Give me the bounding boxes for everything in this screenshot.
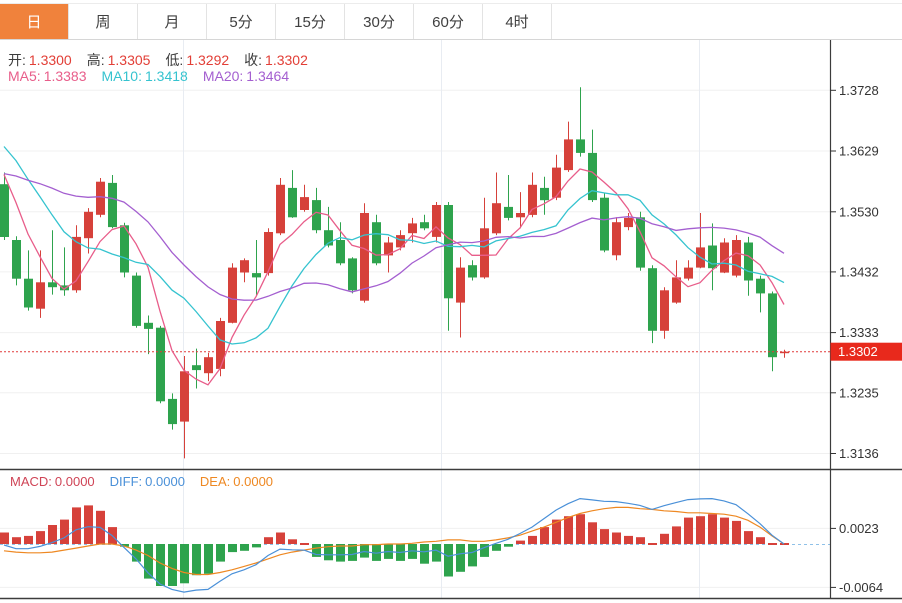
- chart-frame: [0, 40, 902, 600]
- macd-macd-value: 0.0000: [54, 474, 95, 489]
- macd-diff-label: DIFF:: [109, 474, 143, 489]
- ma-ma5-value: 1.3383: [43, 68, 87, 84]
- macd-diff-value: 0.0000: [145, 474, 185, 489]
- candles-layer: [0, 87, 789, 459]
- current-price-badge: 1.3302: [830, 342, 902, 361]
- ma-ma20-value: 1.3464: [246, 68, 290, 84]
- ohlc-low-label: 低:: [165, 52, 184, 68]
- dea-line: [3, 506, 785, 576]
- ohlc-low: 低: 1.3292: [165, 52, 229, 68]
- interval-tab-m60[interactable]: 60分: [414, 4, 483, 39]
- ohlc-open-label: 开:: [8, 52, 26, 68]
- ma-legend: MA5: 1.3383 MA10: 1.3418 MA20: 1.3464: [8, 68, 304, 84]
- ohlc-close: 收: 1.3302: [244, 52, 308, 68]
- ma-ma20: MA20: 1.3464: [203, 68, 289, 84]
- price-tick-label: 1.3728: [839, 83, 879, 98]
- interval-tab-h4[interactable]: 4时: [483, 4, 552, 39]
- ma-ma10: MA10: 1.3418: [102, 68, 188, 84]
- ohlc-legend: 开: 1.3300 高: 1.3305 低: 1.3292 收: 1.3302: [8, 50, 323, 70]
- ma10-line: [3, 146, 785, 345]
- ohlc-high: 高: 1.3305: [87, 52, 151, 68]
- price-tick-label: 1.3136: [839, 446, 879, 461]
- macd-tick-label: 0.0023: [839, 521, 879, 536]
- interval-tabbar: 日周月 5分 15分 30分 60分 4时: [0, 3, 902, 40]
- ma-ma10-label: MA10:: [101, 68, 142, 84]
- ma-lines-layer: [3, 146, 785, 386]
- ma-ma20-label: MA20:: [202, 68, 244, 84]
- current-price-label: 1.3302: [838, 344, 878, 359]
- price-tick-label: 1.3629: [839, 144, 879, 159]
- ohlc-close-value: 1.3302: [265, 52, 308, 68]
- ohlc-high-value: 1.3305: [107, 52, 151, 68]
- price-tick-label: 1.3530: [839, 204, 879, 219]
- macd-histogram-layer: [0, 505, 789, 586]
- ma5-line: [3, 168, 785, 386]
- interval-tab-day[interactable]: 日: [0, 4, 69, 39]
- ohlc-open: 开: 1.3300: [8, 52, 72, 68]
- ohlc-high-label: 高:: [86, 52, 105, 68]
- macd-dea: DEA: 0.0000: [200, 474, 273, 489]
- macd-tick-label: -0.0064: [839, 580, 883, 595]
- price-tick-label: 1.3235: [839, 385, 879, 400]
- macd-diff: DIFF: 0.0000: [110, 474, 185, 489]
- gridlines: [0, 40, 830, 598]
- interval-tab-m5[interactable]: 5分: [207, 4, 276, 39]
- interval-tab-month[interactable]: 月: [138, 4, 207, 39]
- macd-macd: MACD: 0.0000: [10, 474, 95, 489]
- macd-macd-label: MACD:: [10, 474, 52, 489]
- ohlc-open-value: 1.3300: [28, 52, 72, 68]
- diff-line: [3, 497, 785, 593]
- ohlc-close-label: 收:: [244, 52, 263, 68]
- macd-dea-value: 0.0000: [233, 474, 274, 489]
- ma20-line: [3, 172, 785, 301]
- ohlc-low-value: 1.3292: [186, 52, 230, 68]
- interval-tab-week[interactable]: 周: [69, 4, 138, 39]
- ma-ma5-label: MA5:: [8, 68, 41, 84]
- ma-ma5: MA5: 1.3383: [8, 68, 87, 84]
- interval-tab-m30[interactable]: 30分: [345, 4, 414, 39]
- macd-indicator-legend: MACD: 0.0000 DIFF: 0.0000 DEA: 0.0000: [10, 474, 288, 489]
- macd-dea-label: DEA:: [199, 474, 231, 489]
- ma-ma10-value: 1.3418: [144, 68, 188, 84]
- price-axis: 1.3728 1.3629 1.3530 1.3432 1.3333 1.3235 1.31…: [830, 83, 883, 595]
- interval-tab-m15[interactable]: 15分: [276, 4, 345, 39]
- price-tick-label: 1.3333: [839, 325, 879, 340]
- price-tick-label: 1.3432: [839, 264, 879, 279]
